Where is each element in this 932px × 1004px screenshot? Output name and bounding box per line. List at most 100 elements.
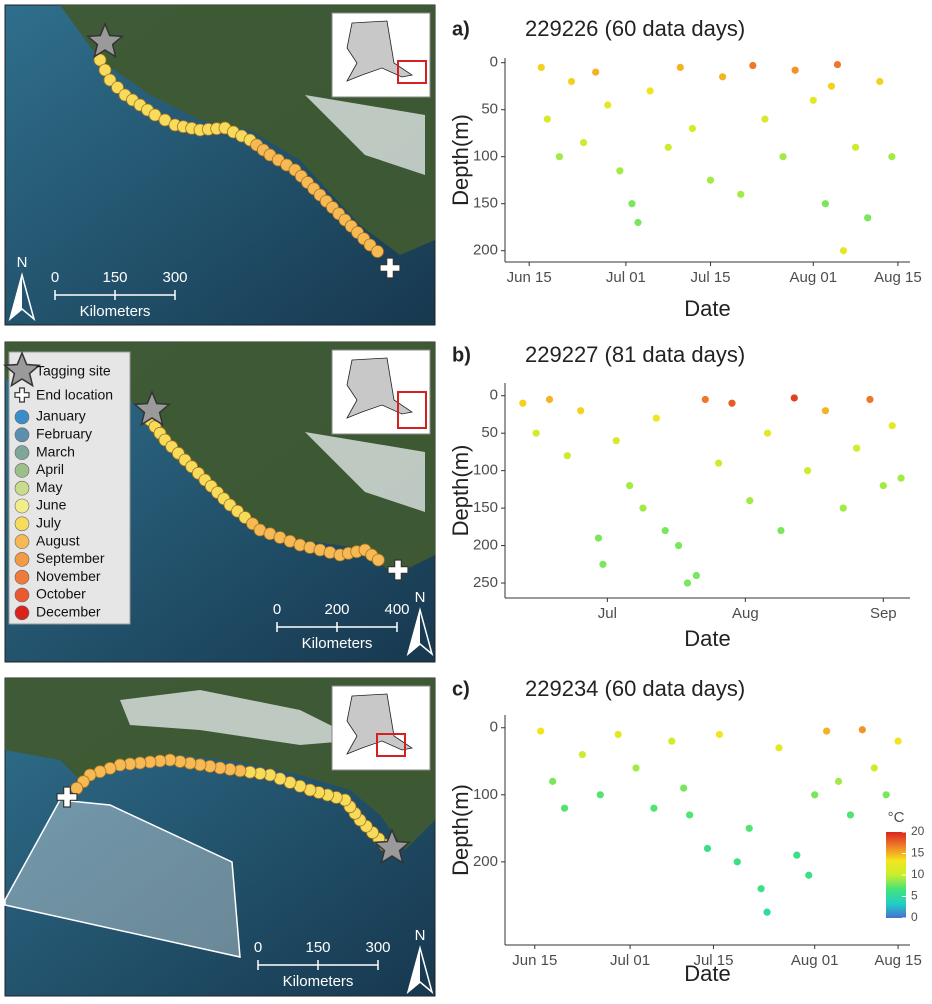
data-point [661,526,669,535]
track-point [98,63,112,77]
land [5,5,435,255]
track-point [70,781,84,795]
inset-land [346,693,414,755]
colorbar-tick-label: 15 [911,846,925,860]
north-arrow-half [10,275,22,319]
panel-label: a) [452,18,470,40]
data-point [545,395,554,404]
chart: c) 229234 (60 data days)DateDepth(m)01002… [448,676,925,986]
y-axis-label: Depth(m) [448,445,473,537]
data-point [686,811,694,819]
x-tick-label: Jul 01 [606,269,646,286]
y-tick-label: 200 [473,242,498,259]
legend-label: February [36,426,92,442]
data-point [543,115,551,123]
data-point [719,73,727,81]
data-point [664,143,672,151]
legend-label: September [36,550,105,566]
legend-swatch [14,552,30,567]
legend-label: October [36,586,86,602]
scale-label: 300 [365,939,390,956]
data-point [839,504,847,512]
data-point [846,811,855,819]
data-point [599,560,607,568]
scale-unit: Kilometers [283,973,354,990]
data-point [804,467,812,475]
tagging-site-marker [373,828,411,865]
data-point [777,526,785,535]
track-point [93,53,107,67]
data-point [652,414,660,422]
y-tick-label: 0 [490,54,498,71]
data-point [715,459,723,467]
data-point [827,82,836,90]
data-point [733,858,741,866]
scale-label: 0 [254,939,262,956]
data-point [821,407,830,415]
y-tick-label: 200 [473,853,498,870]
legend-swatch [14,569,30,585]
data-point [761,115,769,123]
data-point [839,247,848,255]
data-point [833,60,842,69]
data-point [632,764,640,772]
legend-swatch [14,516,30,532]
legend-swatch [14,534,30,549]
snow [305,95,425,175]
data-point [870,764,878,772]
data-point [811,791,819,799]
data-point [537,727,545,735]
data-point [563,452,571,460]
x-tick-label: Sep [870,605,897,622]
scale-label: 300 [162,269,187,286]
x-tick-label: Aug 01 [790,269,838,286]
end-location-marker [387,559,409,581]
inset-extent [397,391,427,429]
data-point [639,504,647,512]
scale-label: 150 [102,269,127,286]
data-point [858,726,866,734]
track-point [371,245,384,258]
y-tick-label: 100 [473,148,498,165]
y-tick-label: 100 [473,462,498,479]
data-point [532,429,540,437]
chart: a) 229226 (60 data days) Date Depth(m) 0 50 10… [448,16,922,321]
legend-swatch [14,409,30,425]
y-axis-label: Depth(m) [448,784,473,876]
data-point [763,908,771,916]
x-tick-label: Jun 15 [507,269,552,286]
y-axis-label: Depth(m) [448,114,473,206]
scale-unit: Kilometers [302,635,373,652]
data-point [746,497,754,505]
legend-swatch [14,587,30,603]
data-point [809,96,817,104]
data-point [646,87,654,95]
scale-label: 400 [384,601,409,618]
colorbar-title: °C [888,809,905,826]
legend-label: End location [36,387,113,403]
data-point [775,744,783,752]
snow [305,432,425,512]
data-point [668,737,676,745]
legend-label: December [36,604,101,620]
inset-extent [397,60,427,84]
x-tick-label: Aug 15 [874,952,922,969]
data-point [790,394,798,402]
inset-land [346,20,414,82]
data-point [680,784,688,792]
track-point [158,113,172,127]
legend-label: June [36,497,67,513]
x-tick-label: Jul 15 [693,952,733,969]
data-point [592,68,600,76]
charts: a) 229226 (60 data days)DateDepth(m)05010… [448,16,925,986]
north-arrow-half [408,610,420,654]
data-point [692,571,700,580]
data-point [866,395,874,404]
data-point [821,200,829,208]
data-point [864,214,872,222]
data-point [879,482,887,490]
data-point [888,422,896,430]
inset-extent [376,733,406,757]
